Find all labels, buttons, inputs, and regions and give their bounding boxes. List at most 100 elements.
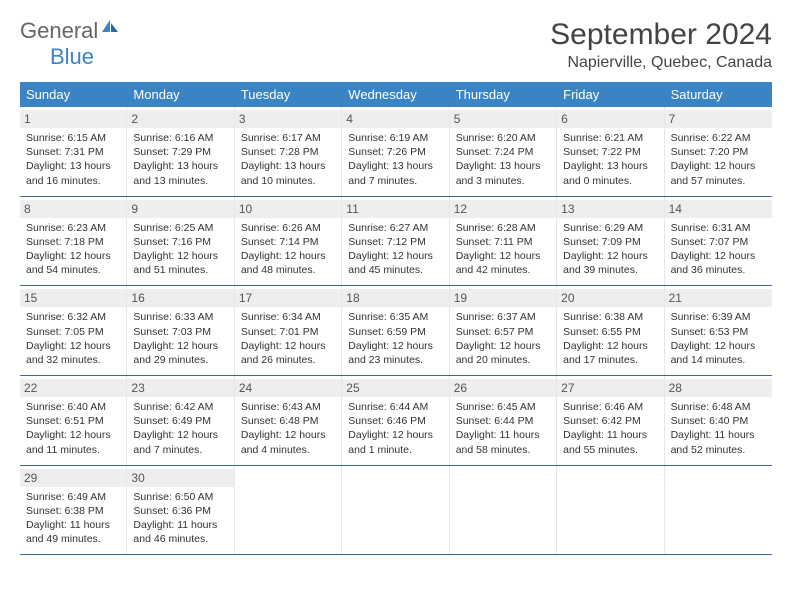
day-info: Sunrise: 6:17 AMSunset: 7:28 PMDaylight:… bbox=[241, 131, 335, 188]
sunrise-text: Sunrise: 6:31 AM bbox=[671, 221, 766, 235]
day-info: Sunrise: 6:27 AMSunset: 7:12 PMDaylight:… bbox=[348, 221, 442, 278]
sunset-text: Sunset: 6:36 PM bbox=[133, 504, 227, 518]
weekday-label: Wednesday bbox=[342, 82, 449, 107]
day-number: 22 bbox=[20, 379, 126, 397]
sunrise-text: Sunrise: 6:25 AM bbox=[133, 221, 227, 235]
day-info: Sunrise: 6:42 AMSunset: 6:49 PMDaylight:… bbox=[133, 400, 227, 457]
day-info: Sunrise: 6:35 AMSunset: 6:59 PMDaylight:… bbox=[348, 310, 442, 367]
sunrise-text: Sunrise: 6:42 AM bbox=[133, 400, 227, 414]
day-number: 3 bbox=[235, 110, 341, 128]
day-cell bbox=[450, 466, 557, 555]
day-number: 24 bbox=[235, 379, 341, 397]
sunset-text: Sunset: 6:40 PM bbox=[671, 414, 766, 428]
day-number: 30 bbox=[127, 469, 233, 487]
sunrise-text: Sunrise: 6:20 AM bbox=[456, 131, 550, 145]
sunrise-text: Sunrise: 6:50 AM bbox=[133, 490, 227, 504]
day-info: Sunrise: 6:44 AMSunset: 6:46 PMDaylight:… bbox=[348, 400, 442, 457]
day-cell: 22 Sunrise: 6:40 AMSunset: 6:51 PMDayligh… bbox=[20, 376, 127, 465]
sunset-text: Sunset: 7:11 PM bbox=[456, 235, 550, 249]
daylight-text: Daylight: 12 hours and 20 minutes. bbox=[456, 339, 550, 367]
day-number: 9 bbox=[127, 200, 233, 218]
day-info: Sunrise: 6:16 AMSunset: 7:29 PMDaylight:… bbox=[133, 131, 227, 188]
daylight-text: Daylight: 12 hours and 29 minutes. bbox=[133, 339, 227, 367]
daylight-text: Daylight: 12 hours and 11 minutes. bbox=[26, 428, 120, 456]
daylight-text: Daylight: 12 hours and 42 minutes. bbox=[456, 249, 550, 277]
title-block: September 2024 Napierville, Quebec, Cana… bbox=[550, 18, 772, 72]
daylight-text: Daylight: 12 hours and 36 minutes. bbox=[671, 249, 766, 277]
day-info: Sunrise: 6:29 AMSunset: 7:09 PMDaylight:… bbox=[563, 221, 657, 278]
day-number: 21 bbox=[665, 289, 772, 307]
sunrise-text: Sunrise: 6:27 AM bbox=[348, 221, 442, 235]
day-number: 12 bbox=[450, 200, 556, 218]
month-title: September 2024 bbox=[550, 18, 772, 52]
sunset-text: Sunset: 6:38 PM bbox=[26, 504, 120, 518]
header: General Blue September 2024 Napierville,… bbox=[20, 18, 772, 72]
sunset-text: Sunset: 6:42 PM bbox=[563, 414, 657, 428]
weekday-header: Sunday Monday Tuesday Wednesday Thursday… bbox=[20, 82, 772, 107]
day-cell: 14Sunrise: 6:31 AMSunset: 7:07 PMDayligh… bbox=[665, 197, 772, 286]
daylight-text: Daylight: 12 hours and 39 minutes. bbox=[563, 249, 657, 277]
day-cell: 12Sunrise: 6:28 AMSunset: 7:11 PMDayligh… bbox=[450, 197, 557, 286]
day-info: Sunrise: 6:26 AMSunset: 7:14 PMDaylight:… bbox=[241, 221, 335, 278]
day-cell: 4Sunrise: 6:19 AMSunset: 7:26 PMDaylight… bbox=[342, 107, 449, 196]
sunrise-text: Sunrise: 6:46 AM bbox=[563, 400, 657, 414]
day-cell: 10 Sunrise: 6:26 AMSunset: 7:14 PMDayligh… bbox=[235, 197, 342, 286]
day-number: 7 bbox=[665, 110, 772, 128]
week-row: 22 Sunrise: 6:40 AMSunset: 6:51 PMDayligh… bbox=[20, 376, 772, 466]
day-cell: 24Sunrise: 6:43 AMSunset: 6:48 PMDayligh… bbox=[235, 376, 342, 465]
day-info: Sunrise: 6:46 AMSunset: 6:42 PMDaylight:… bbox=[563, 400, 657, 457]
day-cell: 3 Sunrise: 6:17 AMSunset: 7:28 PMDaylight… bbox=[235, 107, 342, 196]
sunrise-text: Sunrise: 6:34 AM bbox=[241, 310, 335, 324]
day-info: Sunrise: 6:40 AMSunset: 6:51 PMDaylight:… bbox=[26, 400, 120, 457]
day-number: 10 bbox=[235, 200, 341, 218]
sunset-text: Sunset: 7:26 PM bbox=[348, 145, 442, 159]
day-info: Sunrise: 6:33 AMSunset: 7:03 PMDaylight:… bbox=[133, 310, 227, 367]
week-row: 15Sunrise: 6:32 AMSunset: 7:05 PMDayligh… bbox=[20, 286, 772, 376]
day-info: Sunrise: 6:15 AMSunset: 7:31 PMDaylight:… bbox=[26, 131, 120, 188]
day-number: 5 bbox=[450, 110, 556, 128]
day-number: 1 bbox=[20, 110, 126, 128]
day-info: Sunrise: 6:34 AMSunset: 7:01 PMDaylight:… bbox=[241, 310, 335, 367]
sunset-text: Sunset: 7:24 PM bbox=[456, 145, 550, 159]
sunset-text: Sunset: 7:01 PM bbox=[241, 325, 335, 339]
day-cell bbox=[557, 466, 664, 555]
day-cell: 21 Sunrise: 6:39 AMSunset: 6:53 PMDayligh… bbox=[665, 286, 772, 375]
logo-sail-icon bbox=[100, 18, 120, 34]
daylight-text: Daylight: 12 hours and 32 minutes. bbox=[26, 339, 120, 367]
sunset-text: Sunset: 7:12 PM bbox=[348, 235, 442, 249]
day-cell bbox=[235, 466, 342, 555]
day-number: 29 bbox=[20, 469, 126, 487]
sunset-text: Sunset: 7:09 PM bbox=[563, 235, 657, 249]
day-info: Sunrise: 6:38 AMSunset: 6:55 PMDaylight:… bbox=[563, 310, 657, 367]
day-number: 17 bbox=[235, 289, 341, 307]
sunrise-text: Sunrise: 6:16 AM bbox=[133, 131, 227, 145]
day-number: 13 bbox=[557, 200, 663, 218]
day-number: 19 bbox=[450, 289, 556, 307]
day-cell: 9 Sunrise: 6:25 AMSunset: 7:16 PMDaylight… bbox=[127, 197, 234, 286]
day-cell: 26Sunrise: 6:45 AMSunset: 6:44 PMDayligh… bbox=[450, 376, 557, 465]
day-info: Sunrise: 6:48 AMSunset: 6:40 PMDaylight:… bbox=[671, 400, 766, 457]
day-info: Sunrise: 6:25 AMSunset: 7:16 PMDaylight:… bbox=[133, 221, 227, 278]
day-cell: 23 Sunrise: 6:42 AMSunset: 6:49 PMDayligh… bbox=[127, 376, 234, 465]
day-number: 23 bbox=[127, 379, 233, 397]
logo: General Blue bbox=[20, 18, 120, 70]
sunset-text: Sunset: 6:49 PM bbox=[133, 414, 227, 428]
day-info: Sunrise: 6:22 AMSunset: 7:20 PMDaylight:… bbox=[671, 131, 766, 188]
day-number: 28 bbox=[665, 379, 772, 397]
day-cell: 29Sunrise: 6:49 AMSunset: 6:38 PMDayligh… bbox=[20, 466, 127, 555]
day-number: 25 bbox=[342, 379, 448, 397]
sunrise-text: Sunrise: 6:17 AM bbox=[241, 131, 335, 145]
sunset-text: Sunset: 6:46 PM bbox=[348, 414, 442, 428]
sunrise-text: Sunrise: 6:26 AM bbox=[241, 221, 335, 235]
daylight-text: Daylight: 12 hours and 51 minutes. bbox=[133, 249, 227, 277]
daylight-text: Daylight: 12 hours and 1 minute. bbox=[348, 428, 442, 456]
daylight-text: Daylight: 12 hours and 48 minutes. bbox=[241, 249, 335, 277]
day-info: Sunrise: 6:39 AMSunset: 6:53 PMDaylight:… bbox=[671, 310, 766, 367]
sunset-text: Sunset: 7:20 PM bbox=[671, 145, 766, 159]
weekday-label: Sunday bbox=[20, 82, 127, 107]
sunset-text: Sunset: 6:59 PM bbox=[348, 325, 442, 339]
week-row: 8Sunrise: 6:23 AMSunset: 7:18 PMDaylight… bbox=[20, 197, 772, 287]
daylight-text: Daylight: 12 hours and 4 minutes. bbox=[241, 428, 335, 456]
daylight-text: Daylight: 12 hours and 7 minutes. bbox=[133, 428, 227, 456]
sunrise-text: Sunrise: 6:21 AM bbox=[563, 131, 657, 145]
